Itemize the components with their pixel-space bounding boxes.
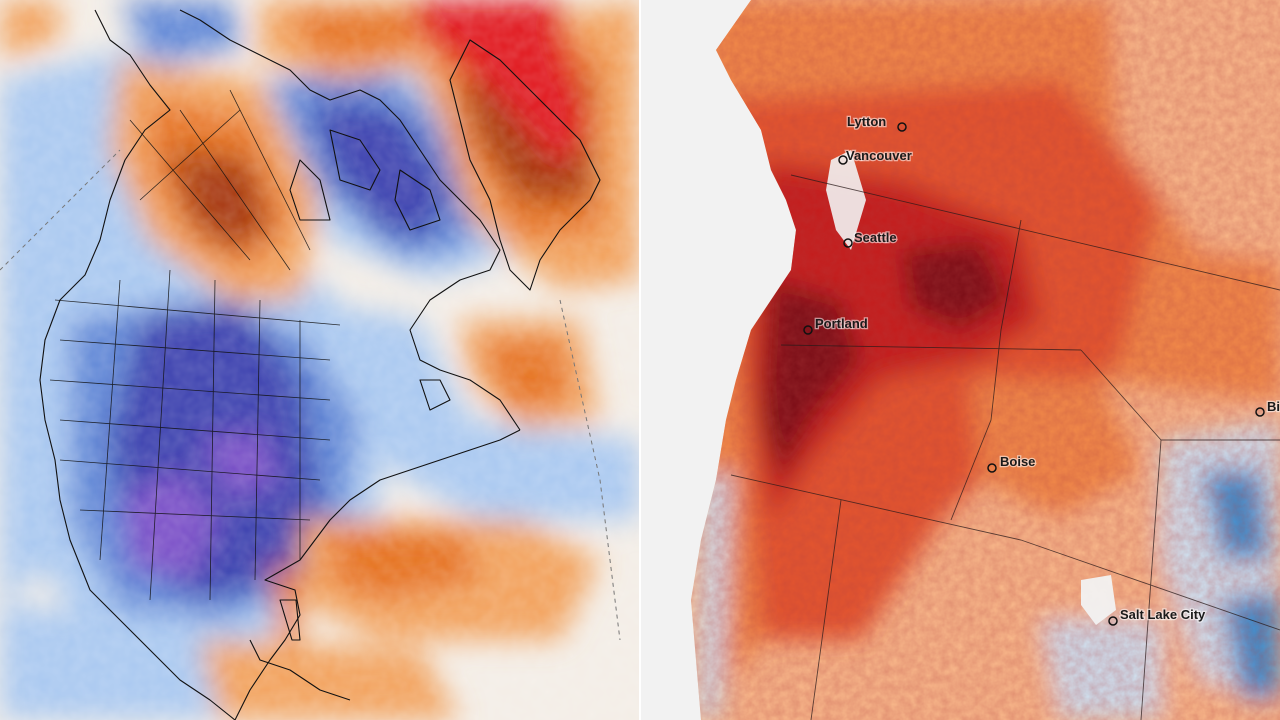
north-america-anomaly-map [0,0,639,720]
anomaly-map-svg [0,0,639,720]
city-salt-lake-city: Salt Lake City [1108,606,1207,626]
panel-divider [639,0,641,720]
water-bodies [826,150,1116,625]
city-vancouver: Vancouver [838,147,913,165]
heat-map-svg: Lytton Vancouver Seattle Portland Boise [641,0,1280,720]
city-label: Boise [1000,454,1035,469]
city-label: Lytton [847,114,886,129]
anomaly-texture [0,0,639,720]
land-heat-field [691,0,1280,720]
city-label: Bi [1267,399,1280,414]
state-boundaries [730,174,1280,720]
pacific-northwest-heat-map: Lytton Vancouver Seattle Portland Boise [641,0,1280,720]
city-label: Vancouver [846,148,912,163]
projection-edge [0,149,621,641]
city-lytton: Lytton [846,113,907,132]
city-label: Salt Lake City [1120,607,1206,622]
city-billings-partial: Bi [1255,398,1280,417]
political-boundaries [49,89,341,601]
city-label: Portland [815,316,868,331]
city-label: Seattle [854,230,897,245]
city-seattle: Seattle [843,229,898,248]
city-boise: Boise [987,453,1037,473]
city-markers: Lytton Vancouver Seattle Portland Boise [803,113,1280,626]
city-portland: Portland [803,315,869,335]
